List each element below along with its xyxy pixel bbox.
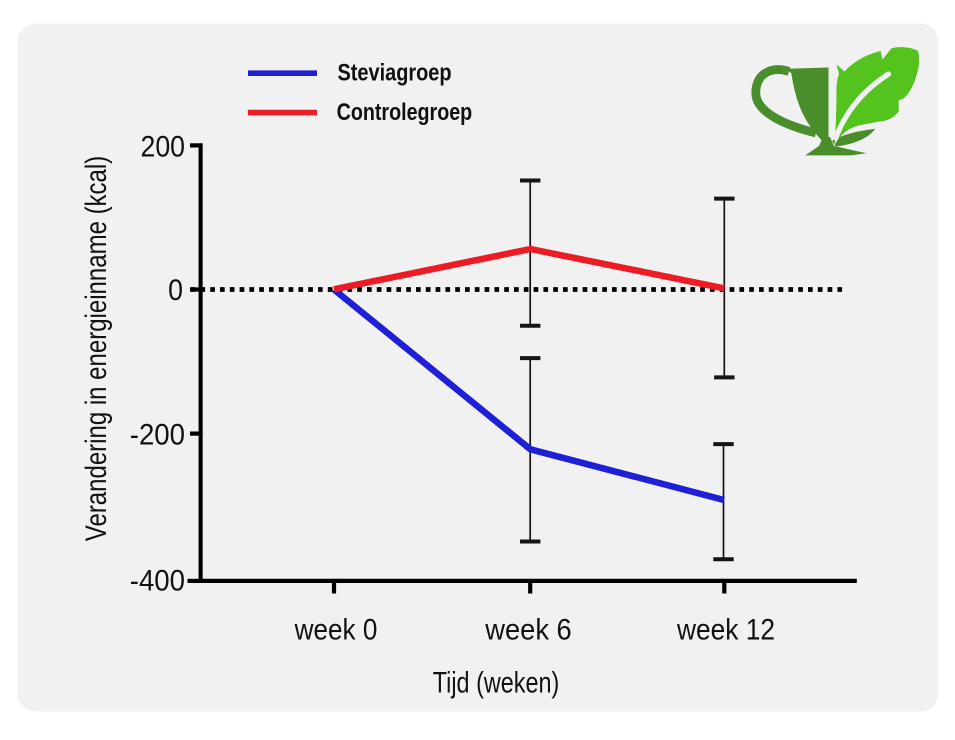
svg-text:Verandering in energieinname (: Verandering in energieinname (kcal) [78, 156, 112, 541]
svg-text:week 0: week 0 [294, 613, 378, 646]
svg-text:Controlegroep: Controlegroep [337, 98, 473, 125]
svg-text:Tijd (weken): Tijd (weken) [433, 666, 560, 699]
svg-text:0: 0 [168, 274, 183, 308]
svg-text:week 6: week 6 [484, 613, 571, 646]
svg-text:Steviagroep: Steviagroep [338, 59, 452, 86]
svg-text:-400: -400 [130, 564, 185, 597]
svg-text:200: 200 [140, 130, 185, 164]
svg-text:-200: -200 [130, 419, 185, 452]
svg-text:week 12: week 12 [676, 612, 775, 646]
